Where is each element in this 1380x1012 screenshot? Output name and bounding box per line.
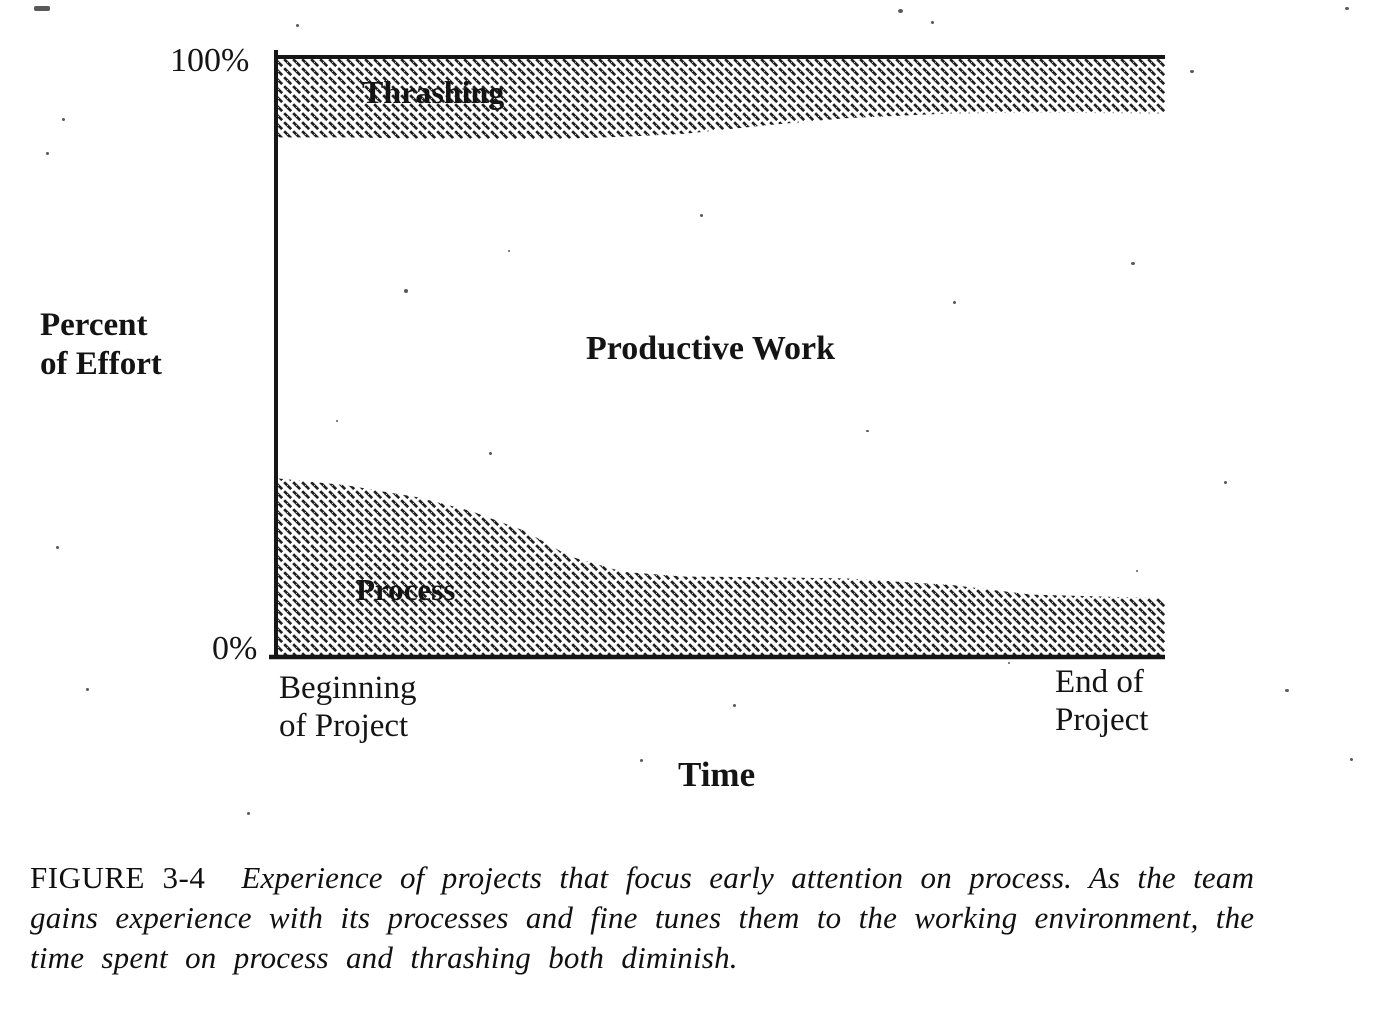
scan-speck — [404, 289, 408, 293]
scan-speck — [898, 9, 903, 13]
scan-speck — [336, 420, 338, 422]
scan-speck — [247, 812, 250, 815]
scan-speck — [931, 21, 934, 24]
scan-speck — [489, 452, 492, 455]
scan-speck — [62, 118, 65, 121]
caption-text-1: Experience of projects that focus early … — [241, 860, 1255, 895]
chart-canvas — [269, 50, 1165, 660]
figure-number: FIGURE 3-4 — [30, 860, 206, 895]
y-axis-title: Percent of Effort — [40, 306, 162, 384]
x-axis-end-line1: End of — [1055, 664, 1144, 700]
scan-speck — [1190, 70, 1194, 73]
scan-speck — [733, 704, 736, 707]
scan-speck — [1345, 7, 1349, 10]
caption-line-3: time spent on process and thrashing both… — [30, 940, 738, 975]
y-axis-tick-100: 100% — [170, 42, 250, 79]
y-axis-title-line2: of Effort — [40, 346, 162, 382]
thrashing-band-label: Thrashing — [362, 74, 505, 110]
x-axis-start-line2: of Project — [279, 708, 409, 744]
scan-speck — [1224, 481, 1227, 484]
process-band-label: Process — [356, 572, 456, 607]
scan-speck — [640, 759, 643, 762]
scan-speck — [953, 301, 956, 304]
scan-speck — [1131, 262, 1135, 265]
x-axis-end-line2: Project — [1055, 702, 1149, 738]
scan-speck — [700, 214, 703, 217]
scan-speck — [86, 688, 89, 691]
scan-speck — [46, 152, 49, 155]
x-axis-start-line1: Beginning — [279, 670, 417, 706]
y-axis-tick-0: 0% — [212, 630, 258, 667]
thrashing-band-area — [276, 57, 1165, 140]
productive-work-label: Productive Work — [586, 330, 836, 367]
x-axis-end-label: End of Project — [1055, 663, 1148, 739]
x-axis-start-label: Beginning of Project — [279, 669, 417, 745]
scan-speck — [1008, 662, 1010, 664]
scan-speck — [1285, 689, 1289, 692]
scan-speck — [56, 546, 59, 549]
caption-line-1: FIGURE 3-4 Experience of projects that fo… — [30, 858, 1370, 898]
y-axis-title-line1: Percent — [40, 307, 148, 343]
scan-speck — [866, 430, 869, 432]
scan-speck — [296, 24, 299, 27]
scan-speck — [34, 6, 50, 11]
scan-speck — [1136, 570, 1138, 572]
scan-speck — [508, 250, 510, 252]
scan-speck — [1350, 758, 1353, 761]
process-band-area — [276, 478, 1165, 656]
figure-caption: FIGURE 3-4 Experience of projects that fo… — [30, 858, 1370, 978]
caption-line-2: gains experience with its processes and … — [30, 900, 1255, 935]
x-axis-title: Time — [678, 755, 756, 794]
